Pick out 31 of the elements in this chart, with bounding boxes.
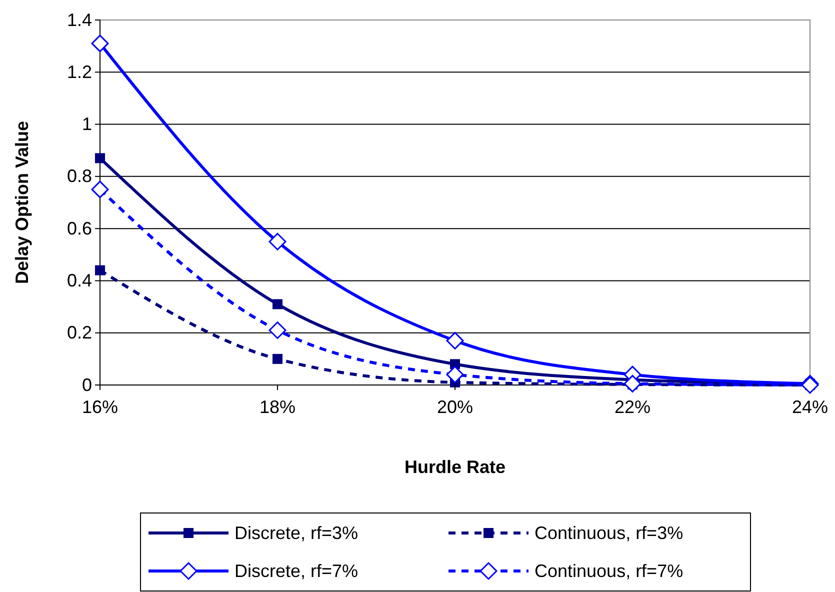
point bbox=[95, 153, 105, 164]
y-tick-label: 0 bbox=[82, 374, 92, 395]
legend-label: Discrete, rf=3% bbox=[234, 523, 358, 543]
point bbox=[801, 376, 819, 394]
point bbox=[446, 332, 464, 350]
y-tick-label: 0.4 bbox=[66, 270, 92, 290]
point bbox=[268, 322, 286, 339]
y-tick-label: 1.2 bbox=[66, 62, 92, 82]
x-tick-label: 22% bbox=[614, 396, 651, 417]
point bbox=[272, 299, 282, 310]
point bbox=[91, 34, 109, 52]
point bbox=[624, 374, 642, 392]
x-tick-label: 16% bbox=[82, 396, 118, 417]
y-tick-label: 1 bbox=[82, 114, 92, 134]
x-axis-title: Hurdle Rate bbox=[404, 457, 506, 477]
y-tick-label: 0.2 bbox=[66, 322, 92, 343]
point bbox=[272, 354, 282, 364]
y-tick-label: 0.8 bbox=[66, 166, 92, 186]
legend-label: Discrete, rf=7% bbox=[234, 561, 358, 581]
point bbox=[268, 232, 286, 250]
y-tick-label: 1.4 bbox=[66, 10, 92, 30]
y-tick-label: 0.6 bbox=[66, 218, 92, 238]
y-axis-title: Delay Option Value bbox=[12, 120, 32, 284]
point bbox=[446, 366, 464, 384]
legend-label: Continuous, rf=3% bbox=[534, 523, 684, 543]
x-tick-label: 24% bbox=[792, 396, 828, 417]
point bbox=[91, 180, 109, 198]
legend-label: Continuous, rf=7% bbox=[534, 561, 684, 581]
point bbox=[95, 265, 105, 276]
x-tick-label: 18% bbox=[259, 396, 296, 417]
x-tick-label: 20% bbox=[436, 396, 474, 417]
